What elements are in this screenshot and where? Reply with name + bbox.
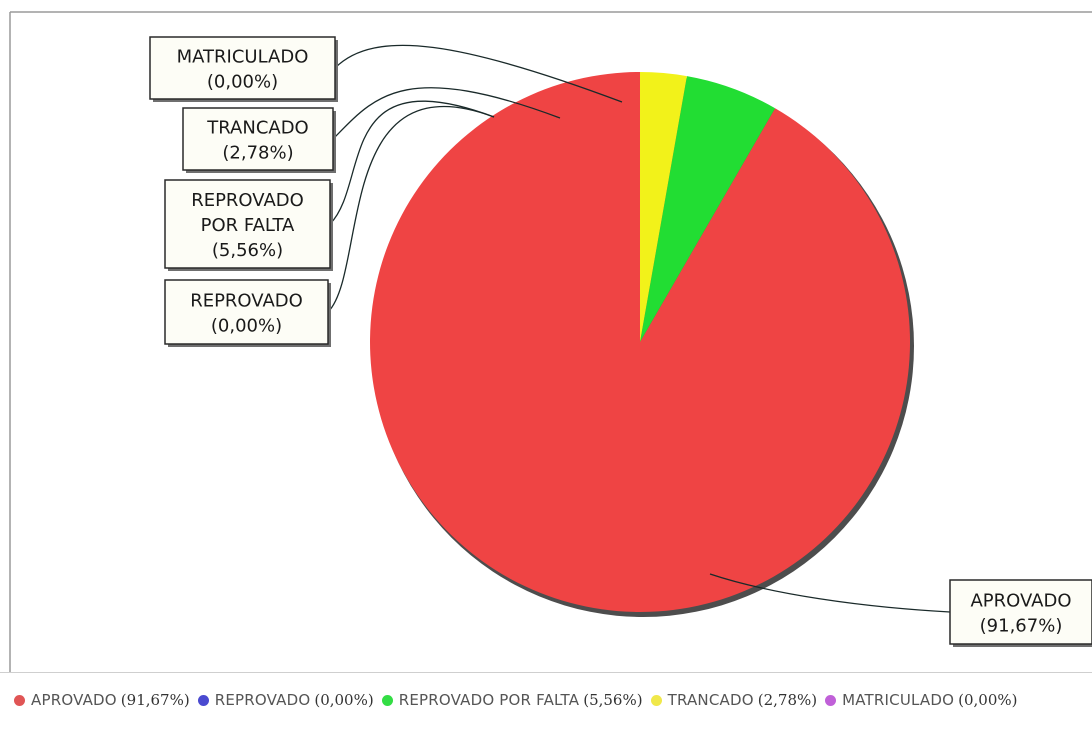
legend-pct-trancado: (2,78%) bbox=[757, 691, 818, 709]
callout-text-matriculado-0-1: (0,00%) bbox=[207, 72, 278, 93]
legend-swatch-reprovado-por-falta bbox=[381, 695, 393, 706]
legend-label-reprovado-por-falta: REPROVADO POR FALTA bbox=[398, 691, 580, 709]
callout-leader-reprovado-2 bbox=[329, 100, 495, 225]
pie-chart-area: MATRICULADO (0,00%) TRANCADO (2,78%) REPROVA… bbox=[9, 11, 1092, 672]
callout-box-matriculado-0 bbox=[149, 36, 336, 100]
legend-pct-matriculado: (0,00%) bbox=[958, 691, 1018, 709]
callout-text-reprovado-2-0: REPROVADO bbox=[191, 190, 304, 211]
callout-text-trancado-1-1: (2,78%) bbox=[222, 143, 293, 164]
legend-item-aprovado: APROVADO (91,67%) bbox=[14, 683, 190, 717]
legend-swatch-aprovado bbox=[14, 695, 25, 706]
chart-legend: APROVADO (91,67%) REPROVADO (0,00%) REPROVAD… bbox=[0, 672, 1092, 746]
pie-chart: MATRICULADO (0,00%) TRANCADO (2,78%) REPROVA… bbox=[9, 11, 1092, 672]
legend-label-trancado: TRANCADO bbox=[667, 691, 754, 709]
callout-text-reprovado-3-1: (0,00%) bbox=[211, 316, 282, 337]
callout-box-reprovado-3 bbox=[164, 279, 329, 345]
legend-swatch-trancado bbox=[650, 695, 662, 706]
pie-slice-reprovado-por-falta bbox=[640, 76, 776, 343]
callout-leader-matriculado-0 bbox=[334, 44, 623, 103]
legend-item-reprovado-por-falta: REPROVADO POR FALTA (5,56%) bbox=[381, 683, 643, 717]
callout-box-aprovado-4 bbox=[949, 579, 1092, 645]
callout-leader-reprovado-3 bbox=[327, 106, 495, 313]
pie-slices bbox=[370, 72, 911, 612]
legend-swatch-matriculado bbox=[825, 695, 837, 706]
legend-label-matriculado: MATRICULADO bbox=[842, 691, 955, 709]
legend-item-matriculado: MATRICULADO (0,00%) bbox=[825, 683, 1017, 717]
callout-text-reprovado-2-2: (5,56%) bbox=[212, 240, 283, 261]
callout-leader-aprovado-4 bbox=[709, 573, 951, 613]
callout-text-reprovado-3-0: REPROVADO bbox=[190, 291, 303, 312]
legend-swatch-reprovado bbox=[197, 695, 209, 706]
callout-text-aprovado-4-0: APROVADO bbox=[970, 591, 1071, 612]
pie-slice-trancado bbox=[640, 72, 687, 342]
callout-text-aprovado-4-1: (91,67%) bbox=[980, 616, 1063, 637]
callout-text-matriculado-0-0: MATRICULADO bbox=[177, 47, 309, 68]
legend-item-trancado: TRANCADO (2,78%) bbox=[650, 683, 818, 717]
legend-pct-aprovado: (91,67%) bbox=[120, 691, 190, 709]
legend-pct-reprovado: (0,00%) bbox=[314, 691, 374, 709]
legend-label-reprovado: REPROVADO bbox=[214, 691, 311, 709]
pie-slice-aprovado bbox=[370, 72, 911, 612]
legend-item-reprovado: REPROVADO (0,00%) bbox=[197, 683, 374, 717]
legend-pct-reprovado-por-falta: (5,56%) bbox=[583, 691, 643, 709]
pie-callouts: MATRICULADO (0,00%) TRANCADO (2,78%) REPROVA… bbox=[149, 36, 1092, 647]
legend-label-aprovado: APROVADO bbox=[31, 691, 117, 709]
callout-text-reprovado-2-1: POR FALTA bbox=[201, 215, 295, 236]
callout-box-trancado-1 bbox=[182, 107, 334, 171]
legend-items: APROVADO (91,67%) REPROVADO (0,00%) REPROVAD… bbox=[14, 683, 1082, 717]
callout-text-trancado-1-0: TRANCADO bbox=[206, 118, 308, 139]
callout-leader-trancado-1 bbox=[332, 87, 561, 140]
callout-box-reprovado-2 bbox=[164, 179, 331, 269]
